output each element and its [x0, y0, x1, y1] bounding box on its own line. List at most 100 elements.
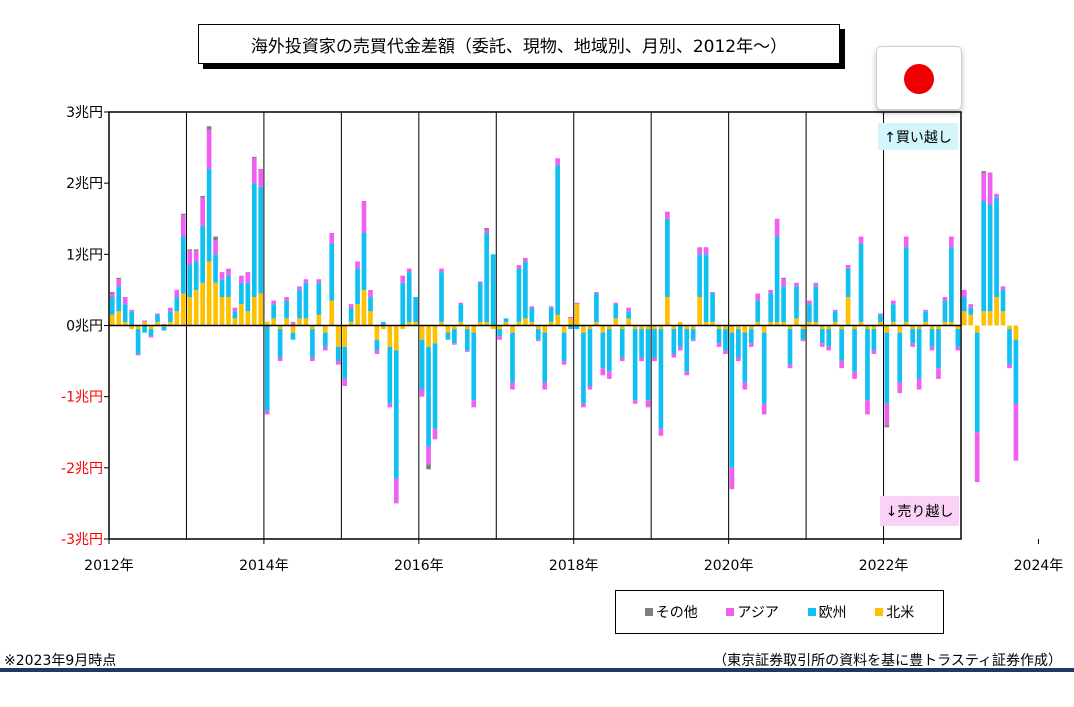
bar-segment-na	[1000, 311, 1006, 326]
bar-segment-na	[258, 293, 264, 326]
buy-label: ↑買い越し	[878, 123, 958, 150]
y-tick-label: 2兆円	[66, 176, 103, 192]
bar-segment-na	[129, 325, 134, 330]
bar-segment-asia	[871, 350, 877, 354]
bar-segment-europe	[897, 332, 903, 383]
bar-segment-na	[581, 325, 586, 333]
bar-segment-asia	[845, 265, 851, 269]
bar-segment-europe	[187, 265, 193, 298]
bar-segment-europe	[942, 300, 948, 322]
bar-segment-asia	[510, 382, 515, 390]
bar-segment-europe	[271, 304, 276, 319]
bar-segment-asia	[387, 403, 393, 408]
bar-segment-asia	[361, 200, 367, 233]
bar-segment-na	[245, 311, 251, 326]
bar-segment-asia	[213, 240, 218, 255]
bar-segment-asia	[458, 302, 464, 305]
bar-segment-europe	[652, 329, 657, 358]
bar-segment-asia	[193, 250, 199, 262]
bar-segment-asia	[677, 346, 683, 351]
flag-circle-icon	[904, 64, 934, 94]
bar-segment-asia	[439, 268, 444, 273]
bar-segment-na	[122, 321, 128, 326]
bar-segment-other	[206, 126, 212, 130]
bar-segment-na	[774, 321, 780, 326]
bar-segment-na	[884, 325, 890, 333]
bar-segment-na	[761, 325, 767, 333]
bar-segment-na	[419, 325, 425, 340]
legend-label-other: その他	[655, 605, 698, 621]
bar-segment-asia	[477, 281, 483, 283]
bar-segment-europe	[174, 297, 180, 312]
bar-segment-europe	[594, 293, 599, 322]
japan-flag-icon	[876, 46, 962, 110]
bar-segment-europe	[413, 297, 418, 322]
bar-segment-asia	[277, 357, 283, 362]
bar-segment-europe	[168, 311, 173, 322]
bar-segment-na	[974, 325, 980, 333]
bar-segment-asia	[645, 400, 651, 408]
bar-segment-asia	[297, 286, 302, 290]
bar-segment-other	[426, 464, 431, 470]
bar-segment-europe	[484, 232, 489, 322]
bar-segment-asia	[529, 306, 535, 308]
bar-segment-asia	[994, 193, 999, 198]
legend-swatch-other	[644, 608, 653, 616]
bar-segment-asia	[826, 346, 832, 351]
bar-segment-europe	[826, 329, 832, 347]
bar-segment-na	[277, 325, 283, 330]
bar-segment-asia	[342, 378, 347, 386]
bar-segment-asia	[955, 346, 961, 351]
bar-segment-europe	[832, 311, 838, 322]
bar-segment-europe	[768, 293, 773, 322]
bar-segment-asia	[613, 302, 619, 305]
bar-segment-na	[800, 325, 806, 330]
bar-segment-europe	[529, 307, 535, 322]
bar-segment-asia	[923, 309, 928, 312]
bar-segment-other	[180, 213, 186, 216]
bar-segment-europe	[807, 304, 812, 322]
bar-segment-europe	[716, 329, 722, 344]
bar-segment-na	[981, 311, 986, 326]
bar-segment-na	[458, 321, 464, 326]
bar-segment-na	[710, 321, 715, 326]
bar-segment-europe	[432, 343, 438, 429]
bar-segment-asia	[548, 306, 554, 308]
bar-segment-europe	[155, 314, 160, 322]
bar-segment-europe	[439, 272, 444, 322]
bar-segment-europe	[677, 325, 683, 347]
legend-swatch-europe	[807, 608, 816, 616]
bar-segment-asia	[606, 371, 612, 379]
bar-segment-europe	[180, 236, 186, 294]
bar-segment-asia	[600, 368, 606, 376]
bar-segment-asia	[251, 158, 257, 184]
bar-segment-asia	[322, 346, 328, 351]
bar-segment-na	[484, 321, 489, 326]
bar-segment-europe	[871, 329, 877, 351]
bar-segment-asia	[742, 382, 748, 390]
bar-segment-asia	[206, 129, 212, 169]
bar-segment-asia	[109, 293, 115, 298]
bar-segment-asia	[813, 282, 819, 287]
legend-swatch-asia	[726, 608, 735, 616]
footnote: ※2023年9月時点	[4, 653, 117, 669]
bar-segment-europe	[671, 329, 677, 354]
bar-segment-other	[200, 195, 205, 198]
bar-segment-na	[878, 321, 883, 326]
bar-segment-europe	[213, 254, 218, 283]
bar-segment-europe	[148, 329, 154, 337]
y-tick-label: 3兆円	[66, 105, 103, 121]
legend-label-europe: 欧州	[818, 605, 847, 621]
bar-segment-na	[355, 304, 360, 326]
bar-segment-asia	[484, 229, 489, 233]
bar-segment-asia	[219, 272, 225, 280]
bar-segment-europe	[355, 268, 360, 305]
bar-segment-europe	[994, 197, 999, 298]
y-tick-label: -3兆円	[61, 532, 103, 548]
bar-segment-europe	[290, 332, 296, 340]
bar-segment-europe	[987, 204, 993, 312]
bar-segment-na	[665, 297, 670, 326]
bar-segment-asia	[632, 400, 638, 404]
bar-segment-europe	[361, 232, 367, 290]
bar-segment-na	[729, 325, 735, 333]
